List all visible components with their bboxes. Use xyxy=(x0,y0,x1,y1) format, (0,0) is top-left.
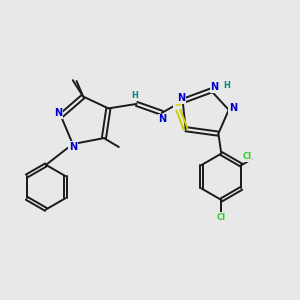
Text: N: N xyxy=(177,93,185,103)
Text: N: N xyxy=(229,103,237,113)
Text: S: S xyxy=(174,98,181,108)
Text: N: N xyxy=(69,142,77,152)
Text: N: N xyxy=(158,114,166,124)
Text: Cl: Cl xyxy=(242,152,252,161)
Text: H: H xyxy=(132,91,139,100)
Text: Cl: Cl xyxy=(217,213,226,222)
Text: N: N xyxy=(54,108,62,118)
Text: H: H xyxy=(223,81,230,90)
Text: N: N xyxy=(210,82,219,92)
